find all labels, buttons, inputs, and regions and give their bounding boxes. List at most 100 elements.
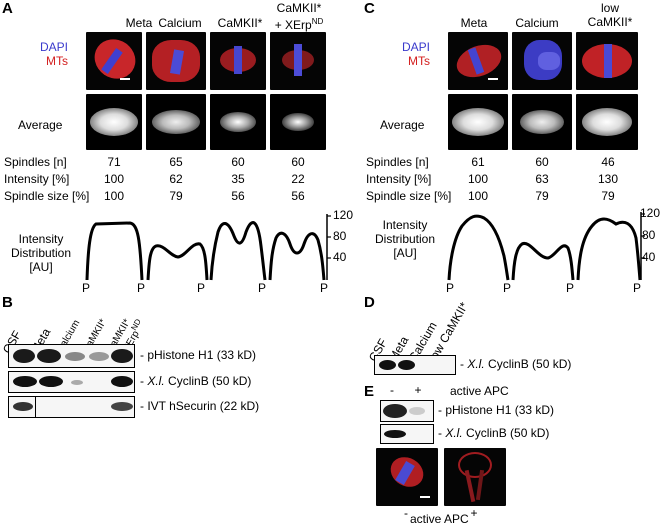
legend-dapi-c: DAPI	[402, 40, 431, 54]
distribution-label-c-1: Intensity	[382, 218, 428, 232]
band	[71, 380, 83, 385]
average-label-c: Average	[380, 118, 425, 132]
spindle-image-c-low-camkii	[576, 32, 638, 90]
band	[39, 376, 63, 387]
active-apc-header: active APC	[450, 384, 509, 398]
panel-label-e: E	[364, 383, 375, 400]
y-tick-label-80-c: 80	[642, 228, 656, 242]
row-label-intensity-c: Intensity [%]	[366, 172, 432, 186]
col-header-camkii: CaMKII*	[217, 16, 263, 30]
average-image-c-meta	[448, 94, 508, 150]
pole-c-3: P	[566, 281, 575, 295]
y-tick-label-80-a: 80	[333, 229, 347, 243]
col-header-calcium: Calcium	[158, 16, 202, 30]
pole-c-1: P	[446, 281, 455, 295]
col-header-camkii-xerp-line2: + XErpND	[274, 17, 324, 32]
blot-e-cyclinb-label: - X.l. CyclinB (50 kD)	[438, 426, 550, 440]
band	[383, 404, 407, 418]
legend-dapi: DAPI	[40, 40, 69, 54]
cell-c-size-meta: 100	[467, 189, 489, 203]
cell-size-calcium: 79	[169, 189, 183, 203]
average-label-a: Average	[18, 118, 63, 132]
pole-c-4: P	[633, 281, 642, 295]
distribution-label-a-2: Distribution	[10, 246, 72, 260]
spindle-image-calcium	[146, 32, 206, 90]
profile-c-low	[576, 217, 642, 281]
average-image-calcium	[146, 94, 206, 150]
band	[398, 360, 415, 370]
panel-label-b: B	[2, 294, 13, 311]
spindle-image-e-plus	[444, 448, 506, 506]
blot-b-phistone-label: - pHistone H1 (33 kD)	[140, 348, 257, 362]
blot-d-cyclinb-label: - X.l. CyclinB (50 kD)	[460, 357, 572, 371]
band	[13, 402, 33, 411]
row-label-size-a: Spindle size [%]	[4, 189, 90, 203]
blot-e-phistone-label: - pHistone H1 (33 kD)	[438, 403, 555, 417]
cell-c-size-low: 79	[601, 189, 615, 203]
band	[111, 402, 133, 411]
blot-b-securin-label: - IVT hSecurin (22 kD)	[140, 399, 260, 413]
average-image-c-calcium	[512, 94, 572, 150]
row-label-spindles-c: Spindles [n]	[366, 155, 429, 169]
col-header-c-calcium: Calcium	[515, 16, 559, 30]
profile-c-calcium	[511, 241, 575, 281]
blot-b-securin	[8, 396, 135, 418]
y-tick-label-120-c: 120	[640, 206, 661, 220]
cell-intensity-meta: 100	[103, 172, 125, 186]
average-image-camkii	[210, 94, 266, 150]
profile-calcium	[146, 242, 209, 281]
panel-label-d: D	[364, 294, 375, 311]
blot-b-phistone	[8, 344, 135, 368]
cell-size-meta: 100	[103, 189, 125, 203]
cell-size-camkii-xerp: 56	[291, 189, 305, 203]
cell-spindles-meta: 71	[107, 155, 121, 169]
band	[89, 352, 109, 361]
spindle-image-meta	[86, 32, 142, 90]
spindle-image-camkii-xerp	[270, 32, 326, 90]
blot-d-cyclinb	[374, 355, 456, 375]
distribution-label-a-3: [AU]	[29, 260, 53, 274]
spindle-image-c-calcium	[512, 32, 572, 90]
distribution-label-c-2: Distribution	[374, 232, 436, 246]
pole-a-3: P	[197, 281, 206, 295]
band	[65, 352, 85, 361]
col-header-meta: Meta	[125, 16, 153, 30]
pole-a-2: P	[137, 281, 146, 295]
average-image-meta	[86, 94, 142, 150]
cell-c-spindles-meta: 61	[471, 155, 485, 169]
legend-mts-c: MTs	[408, 54, 430, 68]
row-label-size-c: Spindle size [%]	[366, 189, 452, 203]
panel-label-c: C	[364, 0, 375, 17]
profile-camkii-xerp	[268, 231, 326, 281]
profile-c-meta	[447, 214, 510, 281]
cell-size-camkii: 56	[231, 189, 245, 203]
average-image-c-low-camkii	[576, 94, 638, 150]
band	[13, 376, 37, 387]
y-tick-label-40-c: 40	[642, 250, 656, 264]
band	[409, 407, 425, 415]
col-header-c-meta: Meta	[460, 16, 488, 30]
cell-c-spindles-calcium: 60	[535, 155, 549, 169]
cell-spindles-camkii-xerp: 60	[291, 155, 305, 169]
cell-c-intensity-meta: 100	[467, 172, 489, 186]
blot-b-cyclinb-label: - X.l. CyclinB (50 kD)	[140, 374, 252, 388]
cell-intensity-calcium: 62	[169, 172, 183, 186]
spindle-image-c-meta	[448, 32, 508, 90]
bottom-e-minus: -	[404, 506, 408, 520]
col-header-c-camkii: CaMKII*	[587, 15, 633, 29]
col-header-c-low: low	[600, 1, 619, 15]
blot-e-cyclinb	[380, 424, 434, 444]
band	[379, 360, 396, 370]
band	[37, 349, 61, 363]
spindle-image-e-minus	[376, 448, 438, 506]
distribution-label-a-1: Intensity	[18, 232, 64, 246]
pole-a-5: P	[320, 281, 329, 295]
cell-spindles-camkii: 60	[231, 155, 245, 169]
bottom-e-plus: +	[470, 506, 478, 520]
pole-a-4: P	[258, 281, 267, 295]
band	[384, 430, 406, 438]
distribution-label-c-3: [AU]	[393, 246, 417, 260]
panel-label-a: A	[2, 0, 13, 17]
